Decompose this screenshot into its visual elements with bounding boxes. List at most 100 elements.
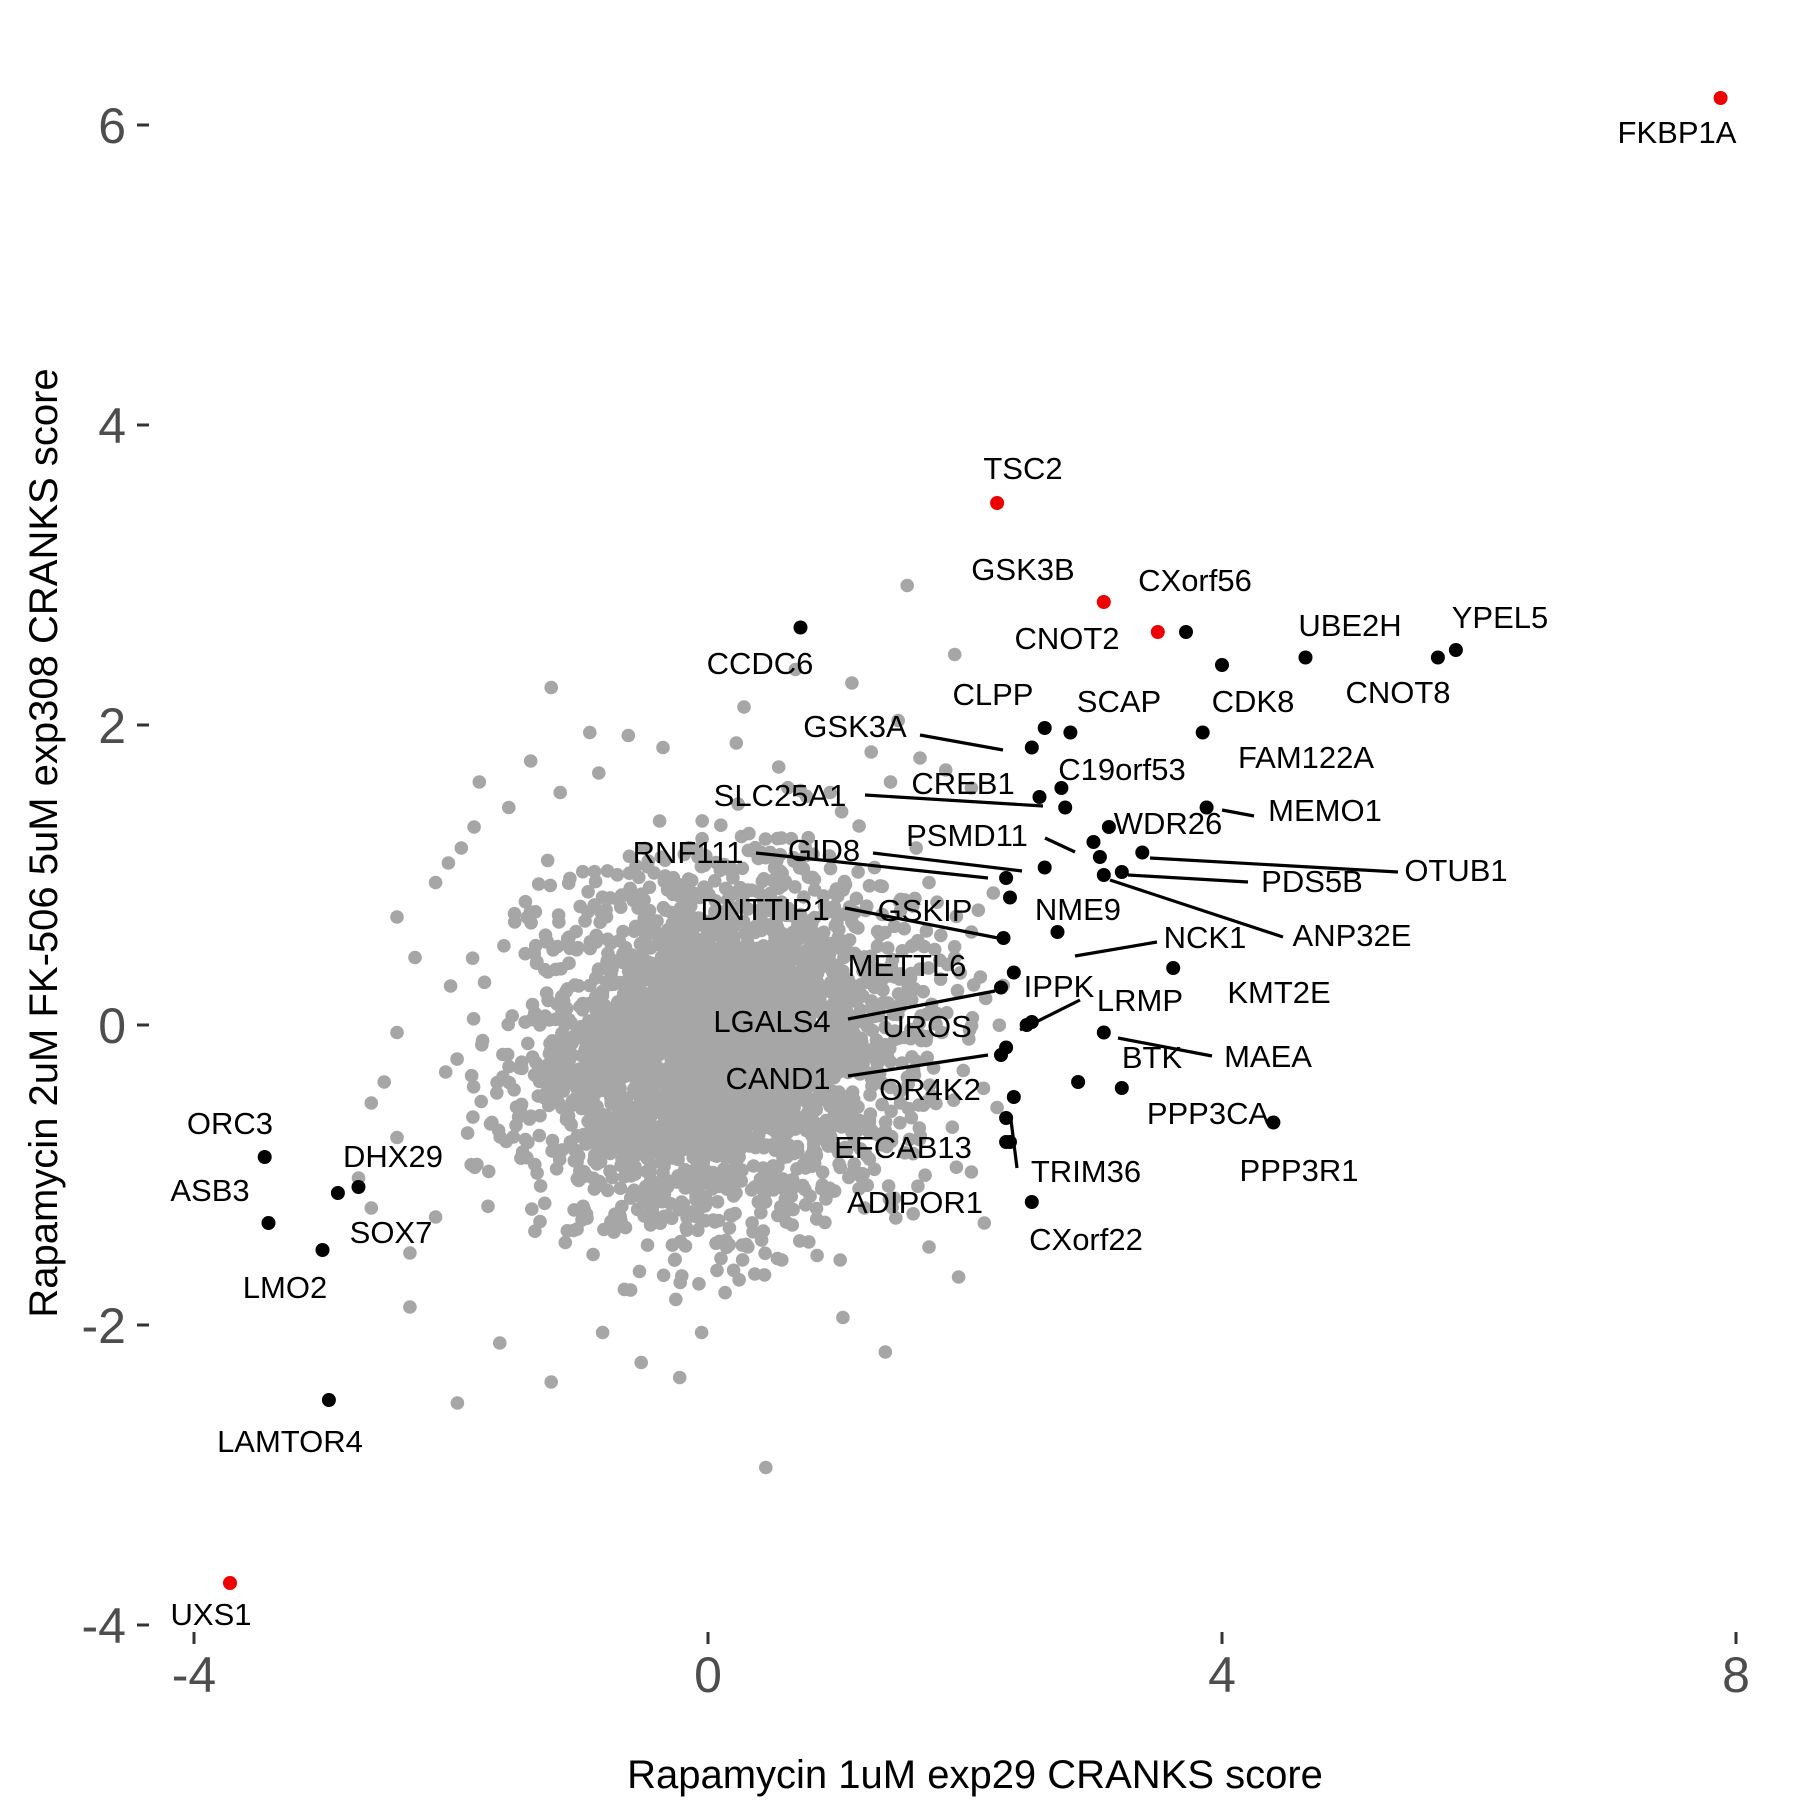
background-point	[717, 1167, 731, 1181]
point-label: CDK8	[1212, 684, 1295, 719]
background-point	[443, 979, 458, 993]
background-point	[826, 1061, 840, 1075]
background-point	[930, 1006, 944, 1021]
background-point	[481, 1199, 495, 1214]
background-point	[497, 939, 511, 953]
background-point	[934, 928, 948, 943]
point-label: SCAP	[1077, 684, 1161, 719]
background-point	[604, 967, 618, 982]
background-point	[710, 1263, 724, 1278]
background-point	[475, 1033, 490, 1048]
background-point	[906, 1207, 920, 1221]
background-point	[460, 1126, 475, 1140]
background-point	[797, 968, 811, 983]
point-dnttip1	[996, 931, 1011, 945]
background-point	[699, 1023, 714, 1037]
background-point	[682, 957, 696, 971]
background-point	[548, 962, 563, 977]
background-point	[733, 1171, 747, 1185]
background-point	[809, 1052, 823, 1067]
background-point	[766, 1183, 781, 1197]
background-point	[786, 946, 801, 961]
background-point	[950, 983, 965, 998]
background-point	[720, 1182, 734, 1196]
background-point	[695, 831, 709, 846]
background-point	[735, 1253, 750, 1267]
background-point	[805, 1159, 819, 1173]
background-point	[719, 1020, 734, 1034]
background-point	[565, 1094, 580, 1108]
background-point	[808, 990, 823, 1005]
background-point	[836, 1310, 850, 1325]
background-point	[754, 1091, 768, 1106]
background-point	[509, 1118, 523, 1133]
background-point	[622, 887, 636, 902]
background-point	[949, 909, 964, 924]
background-point	[841, 1097, 855, 1112]
background-point	[521, 1036, 535, 1051]
background-point	[854, 1170, 868, 1184]
leader-line	[847, 1053, 989, 1078]
background-point	[933, 953, 947, 967]
background-point	[766, 1159, 780, 1173]
point-label: ORC3	[187, 1106, 273, 1141]
background-point	[569, 1144, 584, 1158]
background-point	[799, 789, 814, 804]
background-point	[632, 1264, 647, 1279]
point-cnot2	[1179, 625, 1193, 639]
background-point	[922, 875, 936, 890]
y-tick-label: 6	[98, 98, 126, 154]
background-point	[637, 841, 652, 856]
background-point	[614, 1158, 628, 1173]
background-point	[531, 877, 546, 891]
point-psmd11	[1086, 835, 1101, 849]
point-nme9	[1003, 890, 1017, 905]
background-point	[749, 963, 764, 977]
background-point	[691, 1223, 705, 1238]
background-point	[795, 1072, 809, 1087]
point-label: CREB1	[911, 766, 1014, 801]
background-point	[591, 963, 606, 978]
background-point	[822, 947, 837, 962]
background-point	[551, 908, 566, 922]
background-point	[659, 1141, 673, 1156]
background-point	[790, 1057, 804, 1072]
point-label: SLC25A1	[714, 778, 847, 813]
background-point	[578, 1204, 592, 1219]
background-point	[629, 859, 643, 873]
background-point	[464, 1068, 479, 1083]
background-point	[670, 1030, 685, 1044]
x-tick-label: 8	[1722, 1647, 1750, 1703]
background-point	[823, 785, 837, 800]
background-point	[756, 943, 770, 957]
x-axis-title: Rapamycin 1uM exp29 CRANKS score	[627, 1753, 1323, 1797]
background-point	[596, 1144, 611, 1159]
background-point	[721, 1117, 736, 1131]
background-point	[876, 983, 890, 997]
point-cxorf22	[1024, 1195, 1039, 1209]
background-point	[642, 1089, 656, 1104]
background-point	[772, 1092, 786, 1106]
background-point	[771, 1129, 785, 1143]
background-point	[732, 1273, 746, 1287]
background-point	[507, 906, 522, 921]
leader-line	[1117, 1036, 1213, 1058]
background-point	[759, 994, 773, 1009]
background-point	[613, 1181, 628, 1195]
point-label: LGALS4	[713, 1004, 830, 1039]
background-point	[709, 855, 723, 870]
background-point	[623, 1135, 638, 1149]
background-point	[556, 1084, 570, 1098]
background-point	[949, 1160, 964, 1174]
background-point	[507, 1083, 521, 1097]
background-point	[784, 831, 799, 846]
point-label: MEMO1	[1268, 793, 1382, 828]
background-point	[964, 781, 979, 795]
background-point	[540, 934, 554, 949]
point-asb3	[261, 1216, 276, 1230]
background-point	[778, 874, 793, 889]
background-point	[599, 1001, 614, 1016]
point-lgals4	[994, 980, 1008, 995]
background-point	[544, 1375, 558, 1389]
background-point	[823, 861, 838, 876]
